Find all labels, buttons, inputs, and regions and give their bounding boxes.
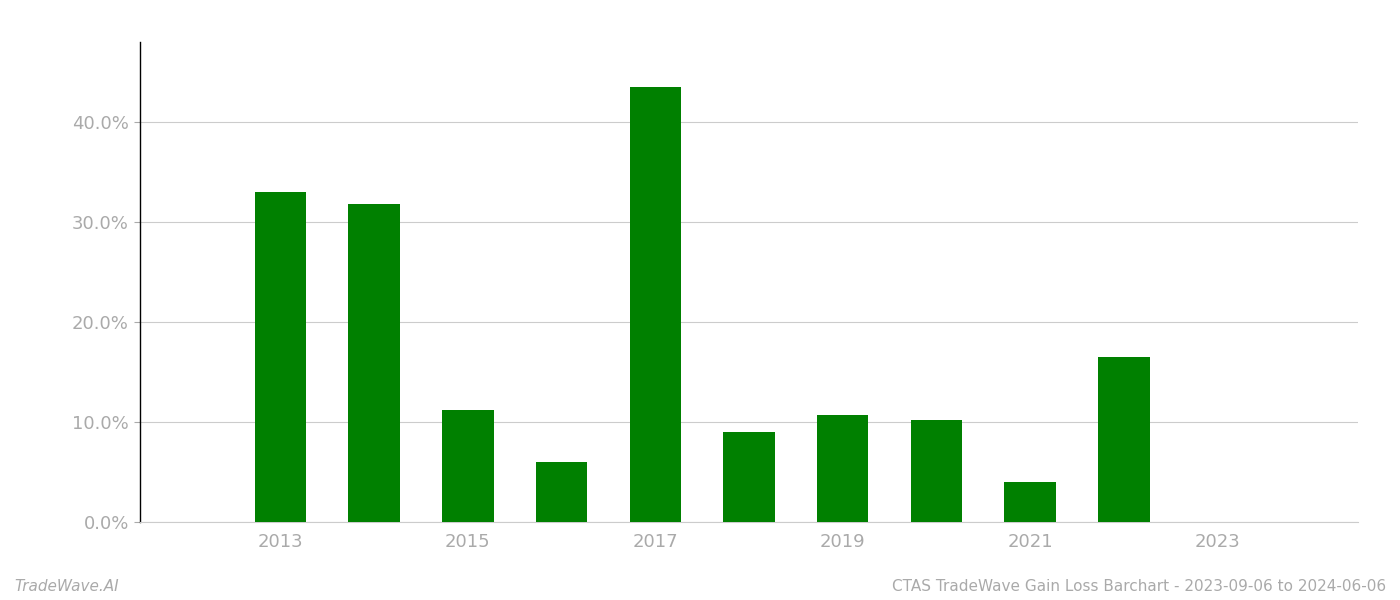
Bar <box>630 87 680 522</box>
Bar <box>1004 482 1056 522</box>
Bar <box>910 420 962 522</box>
Bar <box>442 410 494 522</box>
Bar <box>1098 357 1149 522</box>
Text: CTAS TradeWave Gain Loss Barchart - 2023-09-06 to 2024-06-06: CTAS TradeWave Gain Loss Barchart - 2023… <box>892 579 1386 594</box>
Bar <box>536 462 588 522</box>
Bar <box>724 432 774 522</box>
Text: TradeWave.AI: TradeWave.AI <box>14 579 119 594</box>
Bar <box>349 204 400 522</box>
Bar <box>255 192 307 522</box>
Bar <box>818 415 868 522</box>
